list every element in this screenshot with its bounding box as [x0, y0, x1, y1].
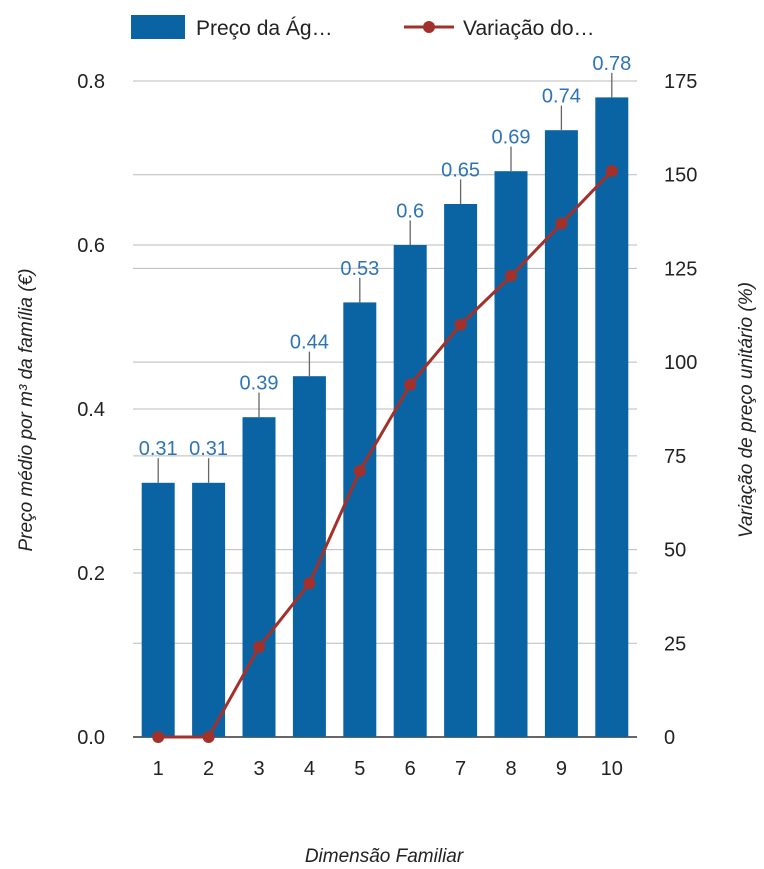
- y-axis-left-title: Preço médio por m³ da família (€): [16, 269, 37, 552]
- x-tick-label: 5: [354, 758, 365, 780]
- legend-bar-swatch: [131, 15, 185, 39]
- bar-series: [141, 97, 629, 737]
- line-point: [505, 269, 517, 282]
- bar: [343, 302, 377, 737]
- line-point: [404, 378, 417, 391]
- bar-data-label: 0.78: [592, 53, 631, 75]
- x-axis-ticks: 1 2 3 4 5 6 7 8 9 10: [153, 758, 623, 780]
- bar-data-labels: 0.31 0.31 0.39 0.44 0.53 0.6 0.65 0.69 0.74 0.78: [139, 53, 632, 460]
- bar-data-label: 0.31: [139, 438, 178, 460]
- x-tick-label: 8: [505, 758, 516, 780]
- legend-line-marker: [423, 21, 435, 33]
- x-tick-label: 2: [203, 758, 214, 780]
- y-tick-label: 0.8: [77, 71, 105, 93]
- bar: [595, 97, 629, 737]
- y2-tick-label: 175: [664, 71, 697, 93]
- bar: [242, 417, 276, 737]
- y-axis-right-ticks: 0 25 50 75 100 125 150 175: [664, 71, 697, 749]
- y2-tick-label: 25: [664, 633, 686, 655]
- x-tick-label: 6: [405, 758, 416, 780]
- bar-data-label: 0.65: [441, 159, 480, 181]
- line-point: [253, 641, 265, 654]
- x-tick-label: 10: [601, 758, 623, 780]
- series-line: [158, 169, 613, 739]
- x-tick-label: 3: [253, 758, 264, 780]
- line-point: [454, 318, 467, 331]
- x-axis-title: Dimensão Familiar: [305, 846, 464, 867]
- bar: [444, 204, 478, 737]
- bar-data-label: 0.53: [340, 258, 379, 280]
- bar-data-label: 0.6: [396, 200, 424, 222]
- x-tick-label: 1: [153, 758, 164, 780]
- x-tick-label: 7: [455, 758, 466, 780]
- line-point: [202, 731, 215, 743]
- bar-data-label: 0.74: [542, 86, 581, 108]
- bar-data-label: 0.39: [240, 373, 279, 395]
- line-point: [152, 731, 165, 743]
- x-tick-label: 4: [304, 758, 315, 780]
- y-tick-label: 0.2: [77, 563, 105, 585]
- legend-bar-label: Preço da Ág…: [196, 17, 333, 40]
- line-point: [353, 464, 366, 477]
- legend: Preço da Ág… Variação do…: [131, 15, 595, 40]
- y2-tick-label: 150: [664, 165, 697, 187]
- bar: [494, 171, 528, 737]
- bar-data-label: 0.44: [290, 332, 329, 354]
- bar-data-label: 0.31: [189, 438, 228, 460]
- y2-tick-label: 100: [664, 352, 697, 374]
- line-series: [152, 164, 618, 743]
- legend-line-label: Variação do…: [463, 17, 595, 40]
- y-tick-label: 0.6: [77, 235, 105, 257]
- y-tick-label: 0.0: [77, 727, 105, 749]
- y2-tick-label: 75: [664, 446, 686, 468]
- line-point: [605, 164, 618, 177]
- bar: [192, 482, 226, 737]
- y-axis-left-ticks: 0.0 0.2 0.4 0.6 0.8: [77, 71, 105, 749]
- bar: [141, 482, 175, 737]
- y2-tick-label: 50: [664, 540, 686, 562]
- y2-tick-label: 125: [664, 258, 697, 280]
- x-tick-label: 9: [556, 758, 567, 780]
- bar: [544, 130, 578, 737]
- line-point: [303, 577, 316, 590]
- bar: [393, 245, 427, 737]
- y-tick-label: 0.4: [77, 399, 105, 421]
- y2-tick-label: 0: [664, 727, 675, 749]
- line-point: [555, 217, 568, 230]
- error-bars: [157, 72, 613, 483]
- bar-data-label: 0.69: [492, 127, 531, 149]
- y-axis-right-title: Variação de preço unitário (%): [736, 282, 757, 538]
